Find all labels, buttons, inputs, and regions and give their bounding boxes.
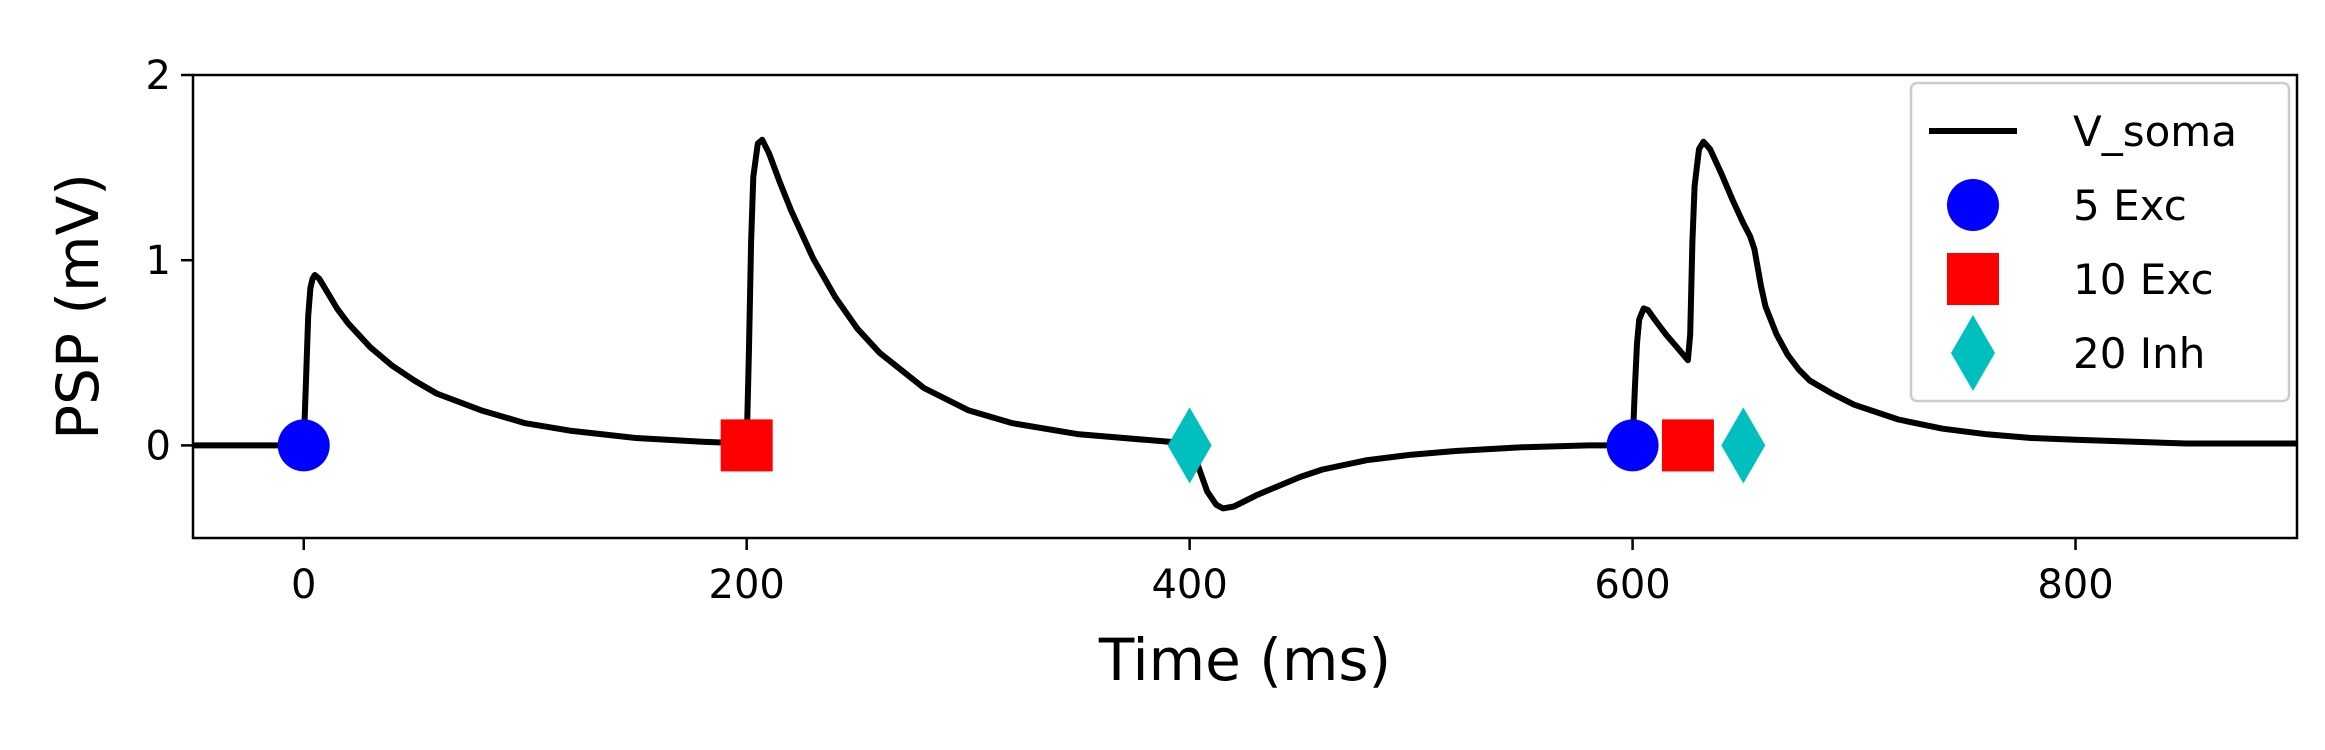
data-point-10-exc bbox=[720, 419, 773, 472]
legend-label-v-soma: V_soma bbox=[2073, 107, 2237, 156]
legend-swatch-20-inh bbox=[1951, 315, 1995, 391]
plot-frame bbox=[191, 73, 2299, 540]
x-tick-label: 200 bbox=[709, 562, 785, 608]
x-tick-label: 0 bbox=[291, 562, 316, 608]
data-point-20-inh bbox=[1721, 407, 1766, 484]
data-point-5-exc bbox=[277, 419, 330, 472]
data-point-5-exc bbox=[1606, 419, 1659, 472]
legend-label-10-exc: 10 Exc bbox=[2073, 255, 2214, 304]
legend-label-5-exc: 5 Exc bbox=[2073, 181, 2187, 230]
data-point-20-inh bbox=[1167, 407, 1212, 484]
legend-box bbox=[1909, 81, 2291, 403]
x-tick-label: 600 bbox=[1594, 562, 1670, 608]
legend-swatch-10-exc bbox=[1947, 253, 1999, 305]
y-tick-label: 0 bbox=[146, 423, 171, 469]
x-tick-label: 800 bbox=[2037, 562, 2113, 608]
axis-ticks: 0 200 400 600 800 0 1 2 bbox=[146, 53, 2114, 608]
y-tick-label: 1 bbox=[146, 238, 171, 284]
data-point-10-exc bbox=[1661, 419, 1714, 472]
x-tick-label: 400 bbox=[1151, 562, 1227, 608]
series-line-v-soma bbox=[193, 136, 2297, 512]
legend: V_soma 5 Exc 10 Exc 20 Inh bbox=[1909, 81, 2291, 403]
plot-area bbox=[193, 136, 2297, 512]
legend-label-20-inh: 20 Inh bbox=[2073, 329, 2205, 378]
x-axis-label: Time (ms) bbox=[1098, 626, 1391, 694]
legend-swatch-5-exc bbox=[1947, 179, 1999, 231]
y-axis-label: PSP (mV) bbox=[44, 173, 112, 440]
y-tick-label: 2 bbox=[146, 53, 171, 99]
